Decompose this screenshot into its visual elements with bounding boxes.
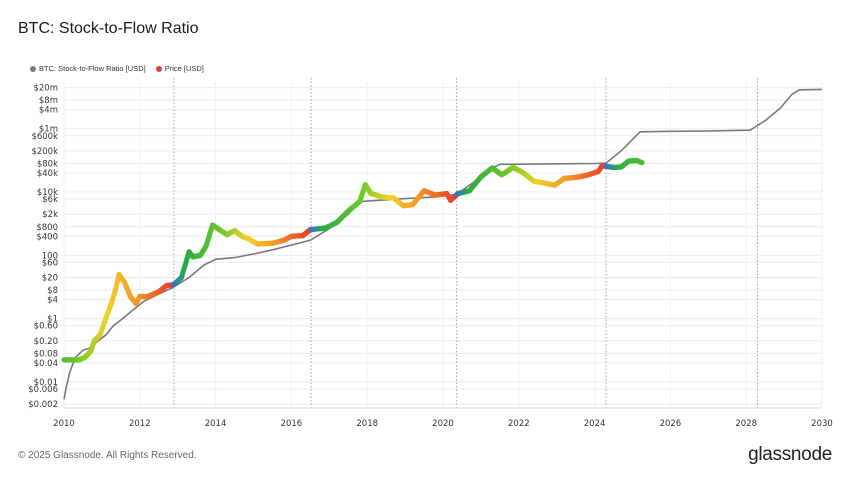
y-tick-label: $4 xyxy=(47,296,58,306)
y-tick-label: $200k xyxy=(31,147,58,157)
x-tick-label: 2022 xyxy=(508,419,530,429)
legend-label-price: Price [USD] xyxy=(164,64,204,73)
y-tick-label: $8m xyxy=(39,96,58,106)
y-tick-label: $0.08 xyxy=(34,349,58,359)
y-tick-label: $10k xyxy=(37,188,58,198)
y-tick-label: $1m xyxy=(39,125,58,135)
y-tick-label: $20 xyxy=(42,273,58,283)
y-tick-label: $0.60 xyxy=(34,322,58,332)
y-tick-label: $600k xyxy=(31,132,58,142)
y-tick-label: $0.01 xyxy=(34,378,58,388)
y-tick-label: $60 xyxy=(42,258,58,268)
legend-label-s2f: BTC: Stock-to-Flow Ratio [USD] xyxy=(39,64,146,73)
x-tick-label: 2020 xyxy=(432,419,454,429)
x-tick-label: 2014 xyxy=(205,419,227,429)
axes: $20m $8m$4m $1m$600k $200k $80k$40k $10k$6k $2… xyxy=(28,84,833,429)
legend-marker-price xyxy=(155,65,162,72)
halving-lines xyxy=(173,78,759,408)
legend-item-s2f[interactable]: BTC: Stock-to-Flow Ratio [USD] xyxy=(30,64,146,73)
y-tick-label: 100 xyxy=(42,251,58,261)
grid xyxy=(63,82,823,408)
x-tick-label: 2024 xyxy=(584,419,606,429)
y-tick-label: $8 xyxy=(47,286,58,296)
y-tick-label: $6k xyxy=(42,195,58,205)
y-tick-label: $80k xyxy=(37,159,58,169)
x-tick-label: 2018 xyxy=(356,419,378,429)
y-tick-label: $0.006 xyxy=(28,385,58,395)
x-tick-label: 2016 xyxy=(281,419,303,429)
y-tick-label: $0.20 xyxy=(34,337,58,347)
x-tick-label: 2012 xyxy=(129,419,151,429)
copyright-footer: © 2025 Glassnode. All Rights Reserved. xyxy=(18,450,197,461)
x-tick-label: 2010 xyxy=(53,419,75,429)
price-series xyxy=(61,157,645,363)
legend-item-price[interactable]: Price [USD] xyxy=(155,64,204,73)
x-tick-label: 2030 xyxy=(811,419,833,429)
price-point xyxy=(639,160,645,166)
y-tick-label: $4m xyxy=(39,106,58,116)
y-tick-label: $1 xyxy=(47,315,58,325)
y-tick-label: $2k xyxy=(42,210,58,220)
x-tick-label: 2028 xyxy=(735,419,757,429)
x-tick-label: 2026 xyxy=(660,419,682,429)
y-tick-label: $800 xyxy=(36,223,58,233)
y-tick-label: $0.04 xyxy=(34,359,58,369)
y-tick-label: $20m xyxy=(33,84,58,94)
glassnode-logo[interactable]: glassnode xyxy=(748,444,832,465)
y-tick-label: $400 xyxy=(36,232,58,242)
legend: BTC: Stock-to-Flow Ratio [USD] Price [US… xyxy=(30,64,204,73)
y-tick-label: $0.002 xyxy=(28,400,58,410)
chart-title: BTC: Stock-to-Flow Ratio xyxy=(18,20,199,37)
y-tick-label: $40k xyxy=(37,169,58,179)
legend-marker-s2f xyxy=(30,65,36,72)
